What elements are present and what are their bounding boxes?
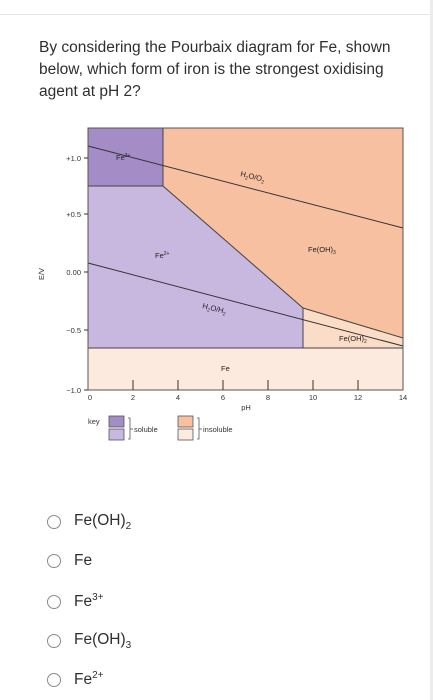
key-swatch-feoh3 (177, 415, 194, 428)
key-swatch-fe-metal (177, 428, 194, 441)
label-fe2: Fe2+ (155, 251, 170, 260)
radio-button[interactable] (47, 554, 61, 568)
line-h2o-h2 (87, 262, 404, 347)
key-title: key (88, 417, 100, 426)
option-label: Fe2+ (74, 670, 104, 689)
option-fe[interactable]: Fe (47, 552, 92, 570)
y-tick-label: +0.5 (66, 210, 81, 219)
label-fe-metal: Fe (221, 364, 230, 373)
x-tick-label: 0 (88, 393, 92, 402)
x-tick-label: 4 (176, 393, 180, 402)
option-fe3[interactable]: Fe3+ (47, 592, 104, 611)
x-axis-label: pH (241, 403, 251, 412)
plot-frame (87, 127, 404, 391)
key-soluble: soluble (134, 425, 158, 434)
option-feoh2[interactable]: Fe(OH)2 (47, 512, 131, 532)
label-h2o-o2: H2O/O2 (239, 169, 266, 186)
option-label: Fe (74, 552, 93, 569)
label-fe3: Fe3+ (116, 153, 131, 162)
x-axis: 0 2 4 6 8 10 12 14 (88, 380, 407, 402)
radio-button[interactable] (47, 594, 61, 609)
top-divider (0, 14, 433, 15)
region-fe2 (88, 186, 303, 348)
y-tick-label: −0.5 (66, 326, 81, 335)
region-fe3 (88, 128, 163, 186)
x-tick-label: 2 (131, 393, 135, 402)
option-fe2[interactable]: Fe2+ (47, 670, 104, 689)
line-h2o-o2 (87, 145, 404, 229)
x-tick-label: 10 (309, 393, 317, 402)
scrollbar-track[interactable] (430, 0, 433, 700)
boundary-fe2-feoh3 (162, 128, 304, 348)
y-axis: +1.0 +0.5 0.00 −0.5 −1.0 (66, 154, 88, 395)
key-swatch-fe3 (108, 415, 125, 428)
x-tick-label: 8 (266, 393, 270, 402)
y-tick-label: −1.0 (66, 386, 81, 395)
diagram-key: key soluble insoluble (88, 415, 233, 441)
pourbaix-diagram: +1.0 +0.5 0.00 −0.5 −1.0 E/V 0 2 4 6 8 1… (37, 127, 407, 441)
y-tick-label: +1.0 (66, 154, 81, 163)
radio-button[interactable] (47, 634, 61, 649)
radio-button[interactable] (47, 672, 61, 687)
x-tick-label: 14 (399, 393, 407, 402)
option-feoh3[interactable]: Fe(OH)3 (47, 631, 131, 651)
option-label: Fe(OH)2 (74, 512, 132, 533)
region-feoh2 (303, 308, 403, 348)
region-feoh3 (163, 128, 403, 338)
question-text: By considering the Pourbaix diagram for … (39, 39, 391, 100)
x-tick-label: 12 (354, 393, 362, 402)
option-label: Fe3+ (74, 592, 104, 611)
key-insoluble: insoluble (203, 425, 233, 434)
label-feoh3: Fe(OH)3 (308, 245, 336, 256)
y-tick-label: 0.00 (66, 268, 81, 277)
radio-button[interactable] (47, 515, 61, 530)
option-label: Fe(OH)3 (74, 631, 132, 652)
label-h2o-h2: H2O/H2 (201, 301, 227, 318)
key-swatch-fe2 (108, 428, 125, 441)
label-feoh2: Fe(OH)2 (339, 334, 367, 345)
region-fe-metal (88, 348, 403, 390)
boundary-feoh3-feoh2 (302, 307, 404, 339)
y-axis-label: E/V (37, 268, 46, 280)
x-tick-label: 6 (221, 393, 225, 402)
